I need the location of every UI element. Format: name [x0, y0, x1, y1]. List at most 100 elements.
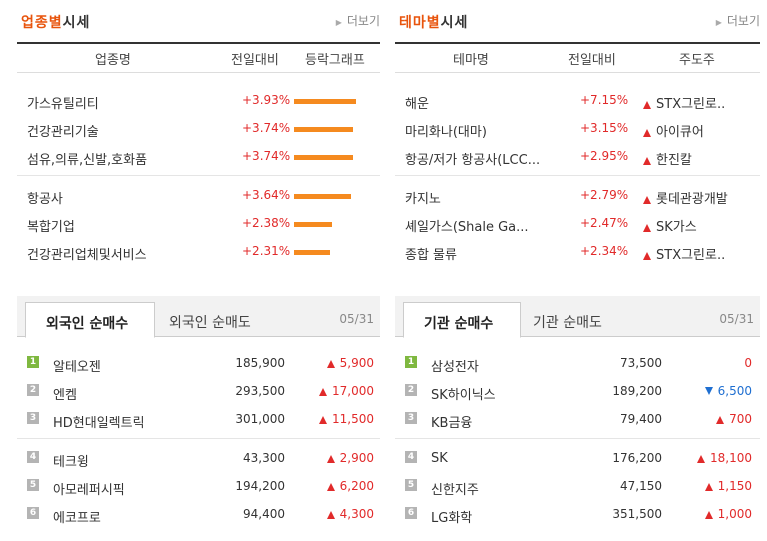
stock-price: 176,200 — [612, 451, 662, 465]
stock-name[interactable]: SK — [431, 451, 448, 466]
theme-name[interactable]: 종합 물류 — [405, 248, 457, 263]
stock-name[interactable]: 엔켐 — [53, 388, 77, 403]
rank-badge: 3 — [405, 412, 417, 424]
theme-leader[interactable]: STX그린로.. — [643, 93, 725, 112]
theme-row[interactable]: 카지노 +2.79% 롯데관광개발 — [395, 182, 760, 210]
stock-change: 5,900 — [326, 356, 374, 370]
sector-title: 업종별시세 — [21, 15, 91, 31]
stock-name[interactable]: 알테오젠 — [53, 360, 101, 375]
tab-institution-buy[interactable]: 기관 순매수 — [403, 302, 521, 338]
theme-name[interactable]: 카지노 — [405, 192, 441, 207]
up-triangle-icon — [326, 483, 335, 491]
rank-badge: 5 — [27, 479, 39, 491]
theme-row[interactable]: 항공/저가 항공사(LCC... +2.95% 한진칼 — [395, 143, 760, 171]
theme-name[interactable]: 항공/저가 항공사(LCC... — [405, 153, 541, 168]
stock-change-value: 5,900 — [339, 356, 374, 370]
stock-name[interactable]: 신한지주 — [431, 483, 479, 498]
rank-row[interactable]: 3 KB금융 79,400 700 — [395, 406, 760, 434]
theme-name[interactable]: 셰일가스(Shale Ga... — [405, 220, 529, 235]
sector-row[interactable]: 복합기업 +2.38% — [17, 210, 380, 238]
stock-name[interactable]: 에코프로 — [53, 511, 101, 526]
theme-leader[interactable]: 롯데관광개발 — [643, 188, 728, 207]
stock-change: 17,000 — [319, 384, 374, 398]
theme-leader-name[interactable]: STX그린로.. — [656, 248, 726, 263]
sector-name[interactable]: 섬유,의류,신발,호화품 — [27, 153, 148, 168]
theme-panel: 테마별시세 ▶ 더보기 테마명 전일대비 주도주 해운 +7.15% STX그린로..… — [395, 0, 760, 266]
stock-change: 1,150 — [704, 479, 752, 493]
rank-row[interactable]: 5 신한지주 47,150 1,150 — [395, 473, 760, 501]
theme-name[interactable]: 마리화나(대마) — [405, 125, 487, 140]
rank-row[interactable]: 2 SK하이닉스 189,200 6,500 — [395, 378, 760, 406]
sector-name[interactable]: 가스유틸리티 — [27, 97, 99, 112]
sector-change: +3.93% — [242, 93, 291, 107]
rank-row[interactable]: 2 엔켐 293,500 17,000 — [17, 378, 380, 406]
theme-more-link[interactable]: ▶ 더보기 — [715, 14, 760, 28]
theme-leader[interactable]: 한진칼 — [643, 149, 692, 168]
up-triangle-icon — [326, 360, 335, 368]
sector-row[interactable]: 건강관리기술 +3.74% — [17, 115, 380, 143]
stock-name[interactable]: 테크윙 — [53, 455, 89, 470]
theme-leader-name[interactable]: 아이큐어 — [656, 125, 704, 140]
change-bar — [294, 127, 353, 132]
rank-badge: 2 — [405, 384, 417, 396]
sector-row[interactable]: 항공사 +3.64% — [17, 182, 380, 210]
up-triangle-icon — [319, 416, 327, 424]
theme-leader-name[interactable]: STX그린로.. — [656, 97, 726, 112]
up-triangle-icon — [704, 483, 713, 491]
rank-row[interactable]: 4 테크윙 43,300 2,900 — [17, 445, 380, 473]
theme-row[interactable]: 종합 물류 +2.34% STX그린로.. — [395, 238, 760, 266]
theme-change: +7.15% — [580, 93, 629, 107]
stock-price: 73,500 — [620, 356, 662, 370]
rank-row[interactable]: 3 HD현대일렉트릭 301,000 11,500 — [17, 406, 380, 434]
stock-change-value: 1,000 — [717, 507, 752, 521]
theme-name[interactable]: 해운 — [405, 97, 429, 112]
tab-foreign-sell[interactable]: 외국인 순매도 — [169, 315, 251, 331]
sector-row[interactable]: 건강관리업체및서비스 +2.31% — [17, 238, 380, 266]
theme-change: +2.34% — [580, 244, 629, 258]
sector-row[interactable]: 섬유,의류,신발,호화품 +3.74% — [17, 143, 380, 171]
row-separator — [17, 175, 380, 176]
theme-leader-name[interactable]: SK가스 — [656, 220, 697, 235]
theme-leader[interactable]: SK가스 — [643, 216, 697, 235]
tab-foreign-buy[interactable]: 외국인 순매수 — [25, 302, 155, 338]
stock-price: 43,300 — [243, 451, 285, 465]
down-triangle-icon — [704, 387, 713, 395]
stock-name[interactable]: HD현대일렉트릭 — [53, 416, 145, 431]
sector-name[interactable]: 건강관리업체및서비스 — [27, 248, 147, 263]
theme-row[interactable]: 셰일가스(Shale Ga... +2.47% SK가스 — [395, 210, 760, 238]
col-leader: 주도주 — [679, 53, 715, 68]
stock-name[interactable]: SK하이닉스 — [431, 388, 496, 403]
rank-badge: 6 — [405, 507, 417, 519]
theme-leader[interactable]: STX그린로.. — [643, 244, 725, 263]
change-bar — [294, 250, 330, 255]
sector-name[interactable]: 건강관리기술 — [27, 125, 99, 140]
rank-row[interactable]: 5 아모레퍼시픽 194,200 6,200 — [17, 473, 380, 501]
chevron-right-icon: ▶ — [335, 18, 342, 27]
stock-change: 0 — [744, 356, 752, 370]
theme-leader-name[interactable]: 한진칼 — [656, 153, 692, 168]
rank-row[interactable]: 6 에코프로 94,400 4,300 — [17, 501, 380, 529]
theme-title: 테마별시세 — [399, 15, 469, 31]
sector-row[interactable]: 가스유틸리티 +3.93% — [17, 87, 380, 115]
sector-name[interactable]: 항공사 — [27, 192, 63, 207]
theme-row[interactable]: 해운 +7.15% STX그린로.. — [395, 87, 760, 115]
stock-name[interactable]: 아모레퍼시픽 — [53, 483, 125, 498]
stock-change-value: 11,500 — [332, 412, 374, 426]
rank-row[interactable]: 1 알테오젠 185,900 5,900 — [17, 350, 380, 378]
sector-change: +3.74% — [242, 121, 291, 135]
row-separator — [17, 438, 380, 439]
stock-name[interactable]: 삼성전자 — [431, 360, 479, 375]
stock-name[interactable]: KB금융 — [431, 416, 473, 431]
theme-leader-name[interactable]: 롯데관광개발 — [656, 192, 728, 207]
sector-more-link[interactable]: ▶ 더보기 — [335, 14, 380, 28]
tab-institution-sell[interactable]: 기관 순매도 — [533, 315, 602, 331]
stock-name[interactable]: LG화학 — [431, 511, 473, 526]
rank-row[interactable]: 1 삼성전자 73,500 0 — [395, 350, 760, 378]
theme-row[interactable]: 마리화나(대마) +3.15% 아이큐어 — [395, 115, 760, 143]
rank-row[interactable]: 4 SK 176,200 18,100 — [395, 445, 760, 473]
change-bar — [294, 194, 351, 199]
sector-name[interactable]: 복합기업 — [27, 220, 75, 235]
stock-price: 47,150 — [620, 479, 662, 493]
theme-leader[interactable]: 아이큐어 — [643, 121, 704, 140]
rank-row[interactable]: 6 LG화학 351,500 1,000 — [395, 501, 760, 529]
